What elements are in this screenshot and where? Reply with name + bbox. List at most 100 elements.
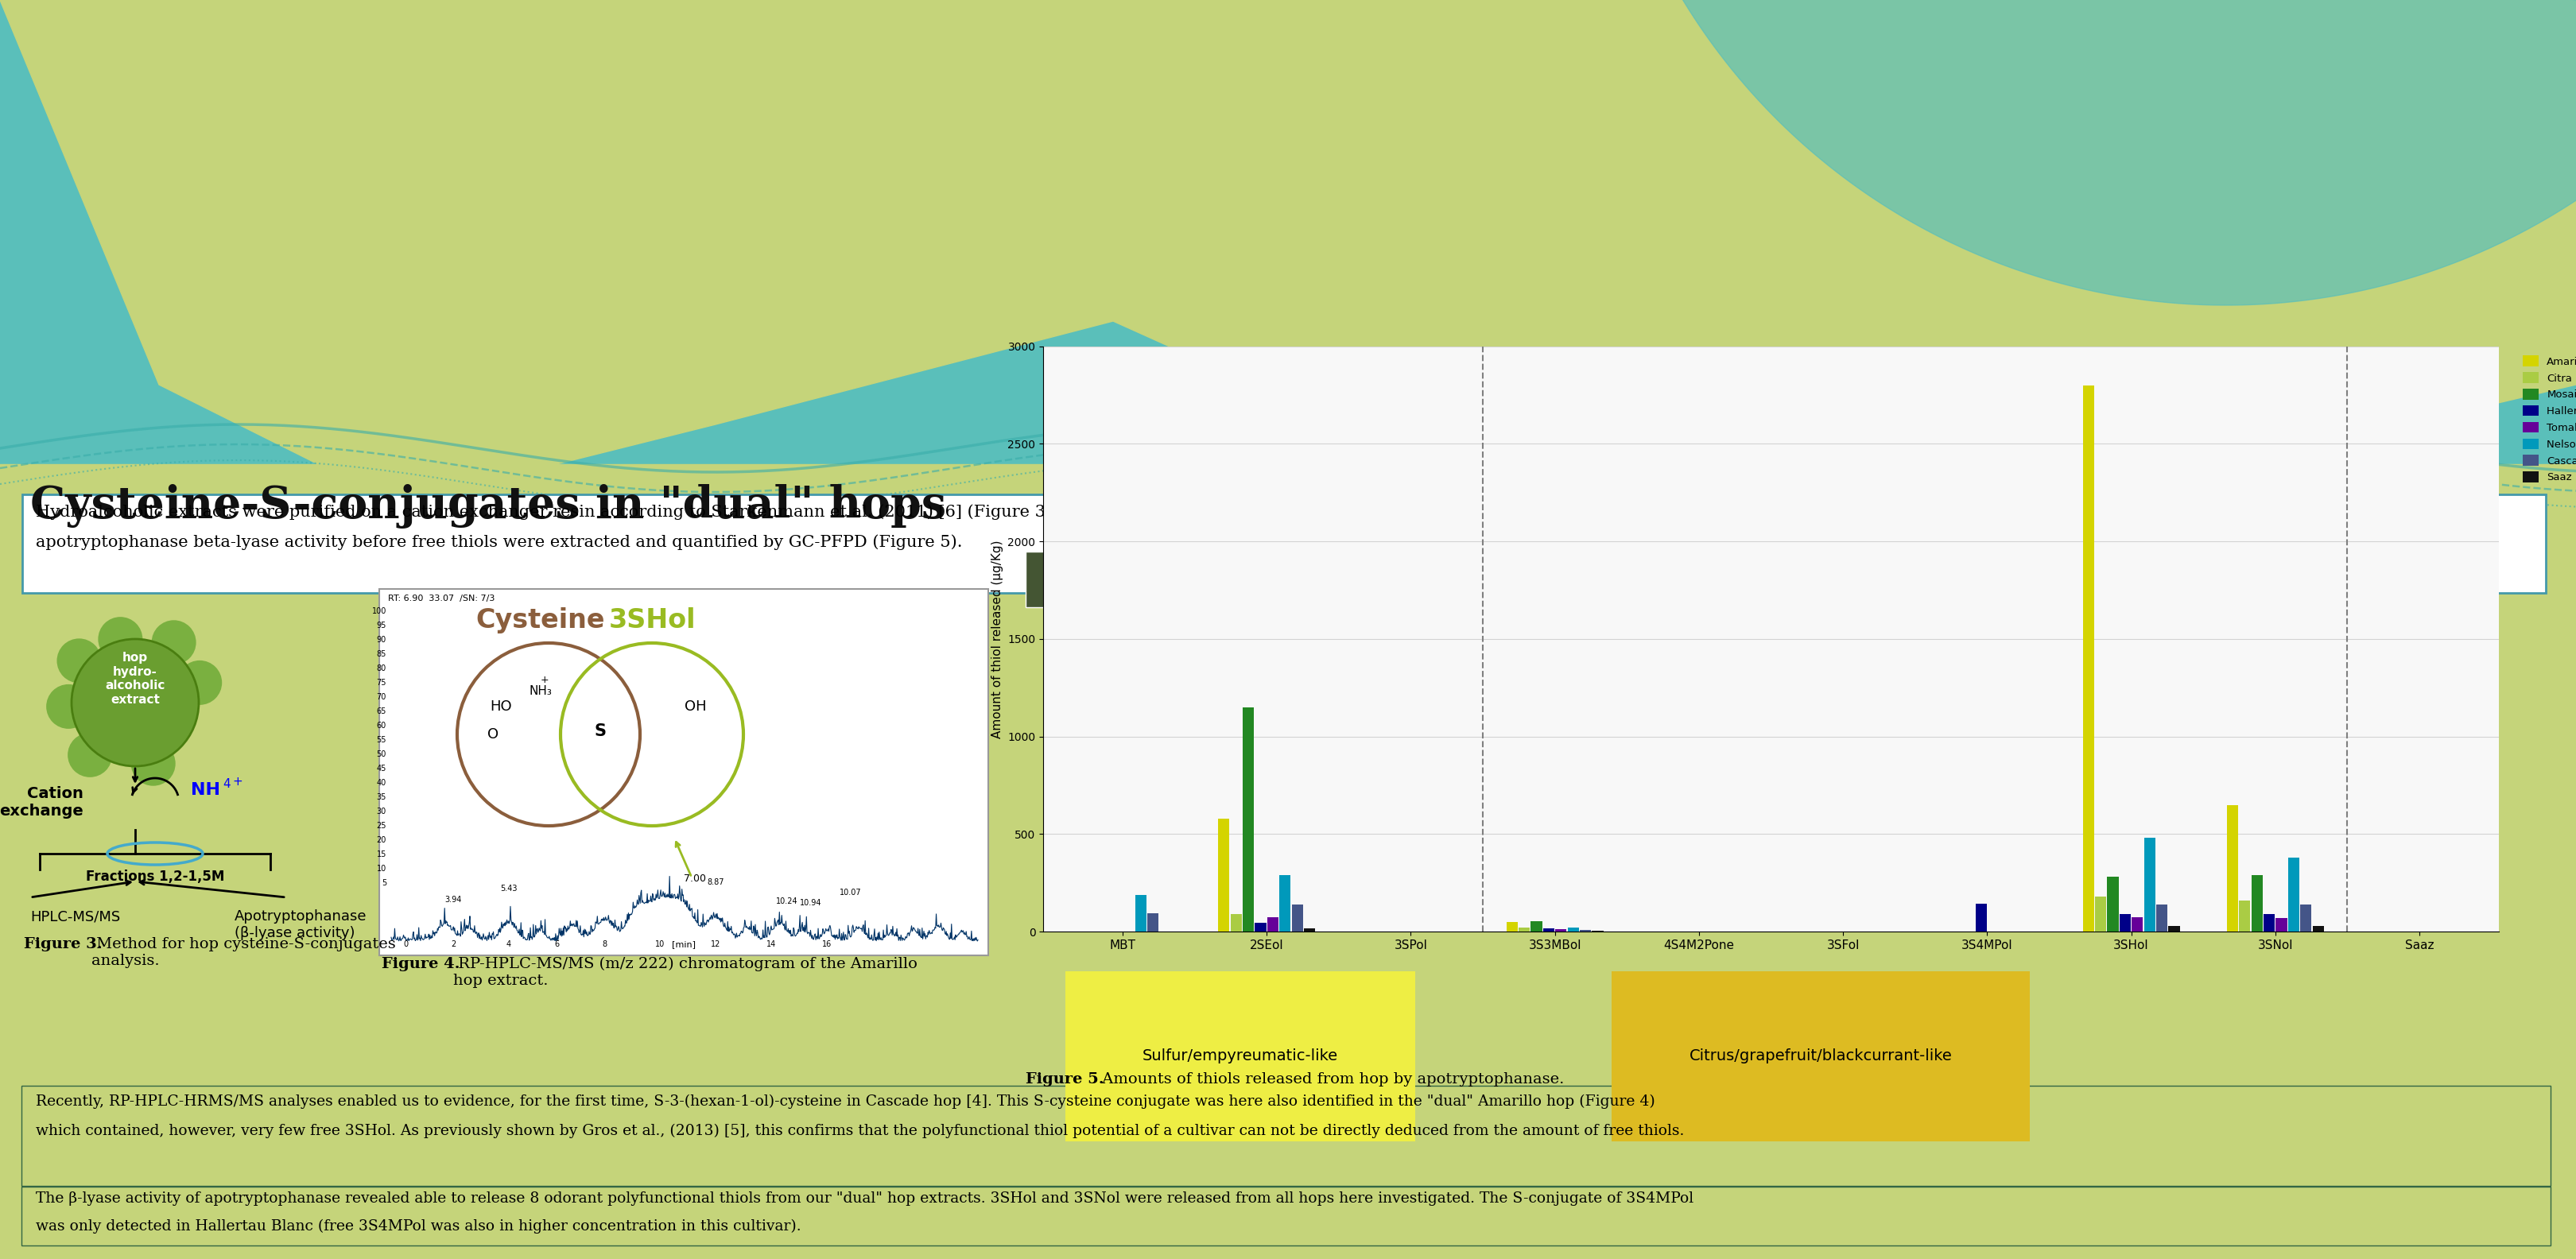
Text: HO: HO bbox=[489, 700, 513, 714]
Text: 60: 60 bbox=[376, 721, 386, 730]
Text: 55: 55 bbox=[376, 737, 386, 744]
Text: 4: 4 bbox=[222, 778, 229, 791]
Text: which contained, however, very few free 3SHol. As previously shown by Gros et al: which contained, however, very few free … bbox=[36, 1124, 1685, 1138]
Text: 75: 75 bbox=[376, 679, 386, 686]
Bar bbox=[1543, 928, 1553, 932]
Bar bbox=[1291, 904, 1303, 932]
Text: Figure 5.: Figure 5. bbox=[1025, 1073, 1105, 1087]
Bar bbox=[1507, 922, 1517, 932]
Text: OH: OH bbox=[685, 700, 706, 714]
Text: RP-HPLC-MS/MS (m/z 222) chromatogram of the Amarillo
hop extract.: RP-HPLC-MS/MS (m/z 222) chromatogram of … bbox=[453, 957, 917, 988]
FancyBboxPatch shape bbox=[21, 1187, 2550, 1245]
Bar bbox=[2107, 878, 2117, 932]
Text: 8: 8 bbox=[603, 940, 608, 948]
Bar bbox=[2264, 914, 2275, 932]
Text: 40: 40 bbox=[376, 779, 386, 787]
FancyBboxPatch shape bbox=[1692, 551, 1785, 607]
Text: 4: 4 bbox=[507, 940, 510, 948]
Circle shape bbox=[131, 742, 175, 786]
Text: S: S bbox=[595, 723, 605, 739]
Bar bbox=[2169, 927, 2179, 932]
Text: 12: 12 bbox=[711, 940, 721, 948]
Bar bbox=[2120, 914, 2130, 932]
Bar bbox=[1569, 928, 1579, 932]
Polygon shape bbox=[1620, 0, 2576, 305]
Polygon shape bbox=[0, 0, 2576, 544]
Text: 14: 14 bbox=[765, 940, 775, 948]
FancyBboxPatch shape bbox=[1597, 551, 1690, 607]
Circle shape bbox=[152, 621, 196, 665]
Bar bbox=[1255, 923, 1267, 932]
Bar bbox=[2251, 875, 2262, 932]
Text: 20: 20 bbox=[376, 836, 386, 844]
Bar bbox=[2287, 857, 2300, 932]
Text: 10.07: 10.07 bbox=[840, 889, 863, 896]
Bar bbox=[1267, 917, 1278, 932]
Text: Cation
exchange: Cation exchange bbox=[0, 786, 82, 818]
Bar bbox=[2300, 904, 2311, 932]
Text: 100: 100 bbox=[371, 607, 386, 616]
Bar bbox=[2239, 900, 2251, 932]
Bar bbox=[2313, 927, 2324, 932]
Text: RT: 6.90  33.07  /SN: 7/3: RT: 6.90 33.07 /SN: 7/3 bbox=[389, 594, 495, 603]
Circle shape bbox=[72, 640, 198, 767]
Bar bbox=[1146, 913, 1159, 932]
Text: 35: 35 bbox=[376, 793, 386, 801]
Text: apotryptophanase beta-lyase activity before free thiols were extracted and quant: apotryptophanase beta-lyase activity bef… bbox=[36, 534, 963, 550]
Text: 7.00: 7.00 bbox=[683, 874, 706, 884]
Text: Cysteine: Cysteine bbox=[477, 607, 605, 633]
Text: 70: 70 bbox=[376, 694, 386, 701]
Text: 3SHol: 3SHol bbox=[608, 607, 696, 633]
Text: 10.94: 10.94 bbox=[801, 899, 822, 906]
Text: O: O bbox=[487, 728, 500, 742]
Text: 95: 95 bbox=[376, 622, 386, 630]
Text: 2: 2 bbox=[451, 940, 456, 948]
Text: 25: 25 bbox=[376, 822, 386, 830]
Bar bbox=[2156, 904, 2166, 932]
Bar bbox=[2084, 385, 2094, 932]
FancyBboxPatch shape bbox=[1025, 551, 1118, 607]
Circle shape bbox=[67, 733, 113, 777]
Text: was only detected in Hallertau Blanc (free 3S4MPol was also in higher concentrat: was only detected in Hallertau Blanc (fr… bbox=[36, 1219, 801, 1234]
FancyBboxPatch shape bbox=[21, 1085, 2550, 1186]
Text: NH₃: NH₃ bbox=[528, 685, 551, 697]
Y-axis label: Amount of thiol released (µg/Kg): Amount of thiol released (µg/Kg) bbox=[992, 540, 1002, 738]
Bar bbox=[1231, 914, 1242, 932]
Text: +: + bbox=[541, 675, 549, 685]
FancyBboxPatch shape bbox=[379, 589, 989, 956]
Text: 50: 50 bbox=[376, 750, 386, 758]
Bar bbox=[2133, 917, 2143, 932]
Text: 10: 10 bbox=[376, 865, 386, 872]
Text: 5.43: 5.43 bbox=[500, 885, 518, 893]
Text: 80: 80 bbox=[376, 665, 386, 672]
Text: Citrus/grapefruit/blackcurrant-like: Citrus/grapefruit/blackcurrant-like bbox=[1690, 1049, 1953, 1064]
FancyBboxPatch shape bbox=[1502, 551, 1595, 607]
Text: 65: 65 bbox=[376, 708, 386, 715]
FancyBboxPatch shape bbox=[23, 495, 2545, 593]
Text: Figure 3.: Figure 3. bbox=[23, 937, 103, 952]
Bar bbox=[1303, 928, 1316, 932]
Text: [min]: [min] bbox=[672, 940, 696, 948]
Text: 6000: 6000 bbox=[2228, 598, 2257, 609]
Text: 85: 85 bbox=[376, 650, 386, 658]
Text: 10: 10 bbox=[654, 940, 665, 948]
Bar bbox=[1520, 928, 1530, 932]
Text: hop
hydro-
alcoholic
extract: hop hydro- alcoholic extract bbox=[106, 652, 165, 705]
Text: 15: 15 bbox=[376, 851, 386, 859]
Text: 5: 5 bbox=[381, 879, 386, 888]
Text: Fractions 1,2-1,5M: Fractions 1,2-1,5M bbox=[85, 870, 224, 884]
Text: HPLC-MS/MS: HPLC-MS/MS bbox=[31, 909, 121, 924]
Circle shape bbox=[178, 661, 222, 705]
Circle shape bbox=[46, 684, 90, 729]
Text: Figure 4.: Figure 4. bbox=[381, 957, 461, 971]
Text: 45: 45 bbox=[376, 764, 386, 773]
Bar bbox=[1136, 895, 1146, 932]
Bar bbox=[1579, 930, 1592, 932]
Legend: Amarillo, Citra, Mosaic, Hallertau Blanc, Tomahawk, Nelson Sauvin, Cascade, Saaz: Amarillo, Citra, Mosaic, Hallertau Blanc… bbox=[2519, 351, 2576, 487]
Circle shape bbox=[98, 617, 142, 661]
Text: Cysteine-S-conjugates in "dual" hops: Cysteine-S-conjugates in "dual" hops bbox=[31, 483, 945, 529]
FancyBboxPatch shape bbox=[1121, 551, 1213, 607]
Bar bbox=[1242, 708, 1255, 932]
Bar bbox=[2094, 896, 2107, 932]
Bar bbox=[2143, 838, 2156, 932]
